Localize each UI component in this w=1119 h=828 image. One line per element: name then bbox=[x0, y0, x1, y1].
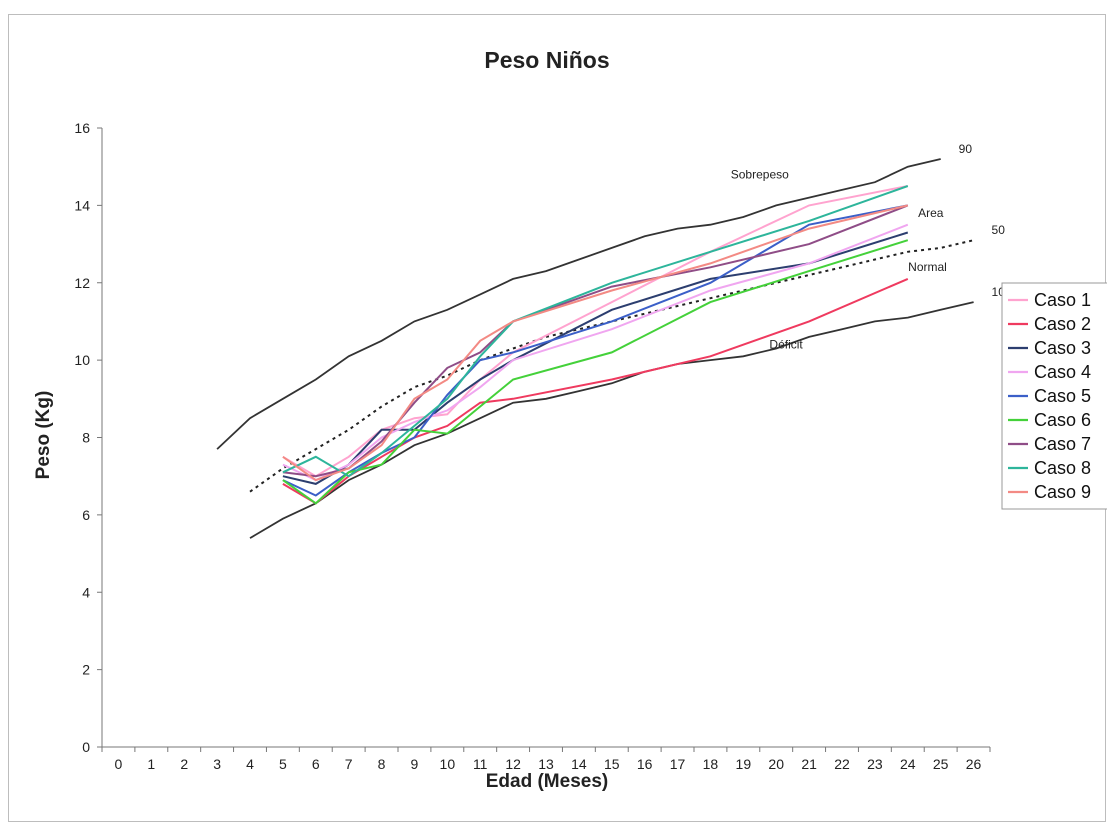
percentile-10-line bbox=[249, 301, 974, 539]
percentile-90-label: 90 bbox=[959, 142, 973, 156]
x-tick-label: 10 bbox=[440, 756, 456, 772]
x-tick-label: 20 bbox=[768, 756, 784, 772]
legend: Caso 1 Caso 2 Caso 3 Caso 4 Caso 5 Caso 6 Caso… bbox=[1001, 282, 1107, 510]
x-tick-label: 21 bbox=[801, 756, 817, 772]
legend-label-caso-2: Caso 2 bbox=[1034, 314, 1091, 334]
y-tick-label: 8 bbox=[82, 430, 90, 446]
y-tick-label: 4 bbox=[82, 584, 90, 600]
x-tick-label: 24 bbox=[900, 756, 916, 772]
x-tick-label: 15 bbox=[604, 756, 620, 772]
legend-label-caso-6: Caso 6 bbox=[1034, 410, 1091, 430]
chart-frame: Peso Niños 0 2 4 6 8 10 12 14 16 0 1 2 3 4 5 6 7 8 9 10 11 12… bbox=[8, 14, 1107, 822]
x-tick-label: 4 bbox=[246, 756, 254, 772]
x-tick-label: 16 bbox=[637, 756, 653, 772]
series-line-caso-1 bbox=[282, 185, 908, 478]
legend-label-caso-1: Caso 1 bbox=[1034, 290, 1091, 310]
legend-label-caso-7: Caso 7 bbox=[1034, 434, 1091, 454]
x-tick-label: 7 bbox=[345, 756, 353, 772]
y-axis-title: Peso (Kg) bbox=[33, 391, 54, 480]
x-tick-label: 25 bbox=[933, 756, 949, 772]
legend-label-caso-4: Caso 4 bbox=[1034, 362, 1091, 382]
series-line-caso-5 bbox=[282, 204, 908, 497]
x-tick-label: 5 bbox=[279, 756, 287, 772]
x-tick-label: 17 bbox=[670, 756, 686, 772]
annotation-sobrepeso: Sobrepeso bbox=[731, 167, 789, 181]
y-tick-label: 14 bbox=[74, 197, 90, 213]
y-tick-label: 10 bbox=[74, 352, 90, 368]
x-tick-label: 22 bbox=[834, 756, 850, 772]
series-line-caso-2 bbox=[282, 277, 909, 505]
legend-label-caso-8: Caso 8 bbox=[1034, 458, 1091, 478]
x-tick-label: 13 bbox=[538, 756, 554, 772]
series-line-caso-6 bbox=[282, 239, 909, 505]
x-tick-label: 14 bbox=[571, 756, 587, 772]
annotation-dficit: Déficit bbox=[769, 338, 803, 352]
x-tick-label: 26 bbox=[966, 756, 982, 772]
percentile-50-line bbox=[249, 239, 974, 493]
x-tick-label: 11 bbox=[473, 756, 488, 772]
x-tick-label: 0 bbox=[115, 756, 123, 772]
percentile-50-label: 50 bbox=[992, 223, 1006, 237]
x-tick-label: 12 bbox=[505, 756, 521, 772]
series-line-caso-8 bbox=[282, 185, 909, 478]
chart-title: Peso Niños bbox=[484, 47, 609, 73]
x-tick-label: 6 bbox=[312, 756, 320, 772]
y-tick-label: 2 bbox=[82, 662, 90, 678]
y-tick-label: 0 bbox=[82, 739, 90, 755]
legend-label-caso-3: Caso 3 bbox=[1034, 338, 1091, 358]
x-tick-label: 8 bbox=[378, 756, 386, 772]
series-line-caso-9 bbox=[282, 204, 909, 482]
series-line-caso-4 bbox=[282, 223, 909, 482]
x-tick-label: 2 bbox=[180, 756, 188, 772]
x-tick-label: 3 bbox=[213, 756, 221, 772]
x-tick-label: 23 bbox=[867, 756, 883, 772]
annotation-normal: Normal bbox=[908, 260, 947, 274]
x-tick-label: 18 bbox=[703, 756, 719, 772]
legend-label-caso-5: Caso 5 bbox=[1034, 386, 1091, 406]
x-tick-label: 19 bbox=[736, 756, 752, 772]
y-tick-label: 6 bbox=[82, 507, 90, 523]
y-tick-label: 12 bbox=[74, 275, 90, 291]
legend-label-caso-9: Caso 9 bbox=[1034, 482, 1091, 502]
percentile-90-line bbox=[216, 158, 941, 450]
x-axis-title: Edad (Meses) bbox=[486, 771, 608, 792]
x-tick-label: 9 bbox=[411, 756, 419, 772]
annotation-area: Area bbox=[918, 206, 944, 220]
x-tick-label: 1 bbox=[147, 756, 155, 772]
y-tick-label: 16 bbox=[74, 120, 90, 136]
